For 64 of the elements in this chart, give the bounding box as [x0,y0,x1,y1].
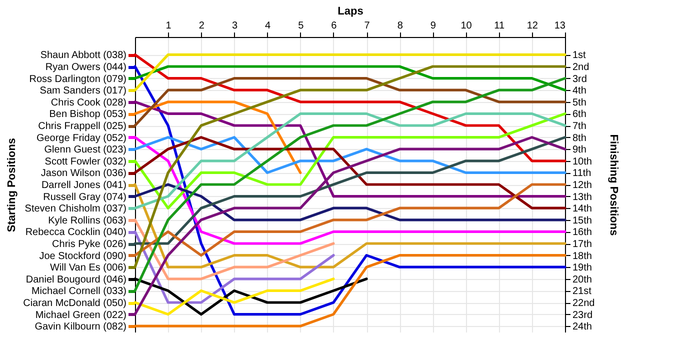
legend-label: Darrell Jones (041) [41,180,126,191]
x-tick-label: 9 [430,20,436,32]
x-tick-label: 3 [232,20,238,32]
x-tick-label: 2 [198,20,205,32]
legend-label: Glenn Guest (023) [44,144,126,156]
y2-tick-label: 10th [572,156,592,168]
y2-tick-label: 6th [572,109,586,120]
y2-tick-label: 24th [572,322,592,333]
y2-tick-label: 13th [572,192,592,203]
y2-tick-label: 16th [572,227,592,238]
x-tick-label: 12 [526,20,538,32]
y2-tick-label: 15th [572,215,592,226]
legend-label: Ciaran McDonald (050) [23,298,126,309]
legend-label: Chris Frappell (025) [38,121,126,132]
x-tick-label: 7 [364,20,370,32]
legend-label: Chris Cook (028) [50,97,126,108]
x-tick-label: 8 [397,20,404,32]
y2-tick-label: 22nd [572,298,595,309]
y2-tick-label: 21st [572,286,592,298]
y2-tick-label: 12th [572,180,592,191]
legend-title: Starting Positions [6,138,18,232]
x-tick-label: 11 [494,20,505,32]
legend-label: Sam Sanders (017) [40,86,126,97]
legend-label: George Friday (052) [36,132,126,144]
y2-tick-label: 1st [572,50,586,62]
legend-label: Michael Cornell (033) [31,286,126,298]
legend-label: Jason Wilson (036) [40,168,126,180]
y2-tick-label: 14th [572,204,592,215]
y2-axis-title: Finishing Positions [608,134,620,236]
y2-tick-label: 18th [572,250,592,262]
y2-tick-label: 7th [572,121,586,132]
legend-label: Kyle Rollins (063) [48,215,126,226]
y2-tick-label: 8th [572,132,586,144]
legend-label: Will Van Es (006) [50,262,126,274]
legend-label: Rebecca Cocklin (040) [25,227,126,238]
x-axis-title: Laps [338,6,364,18]
legend-label: Shaun Abbott (038) [40,50,126,62]
x-tick-label: 4 [265,20,272,32]
y2-tick-label: 5th [572,97,586,108]
x-tick-label: 5 [298,20,304,32]
y2-tick-label: 20th [572,274,592,286]
legend-label: Ross Darlington (079) [29,74,126,85]
legend-label: Gavin Kilbourn (082) [34,322,126,333]
y2-tick-label: 3rd [572,74,587,85]
legend-label: Russell Gray (074) [43,192,126,203]
y2-tick-label: 17th [572,239,592,250]
legend-label: Ryan Owers (044) [45,62,126,73]
legend-label: Steven Chisholm (037) [24,204,126,215]
y2-tick-label: 4th [572,86,586,97]
x-tick-label: 6 [331,20,338,32]
y2-tick-label: 11th [572,168,592,180]
legend-label: Daniel Bougourd (046) [26,274,126,286]
x-tick-label: 13 [554,20,566,32]
legend-label: Ben Bishop (053) [49,109,126,120]
legend-label: Scott Fowler (032) [44,156,126,168]
y2-tick-label: 19th [572,262,592,274]
legend-label: Chris Pyke (026) [52,239,126,250]
legend-label: Michael Green (022) [35,310,126,321]
legend-label: Joe Stockford (090) [39,250,126,262]
x-tick-label: 1 [166,20,172,32]
y2-tick-label: 2nd [572,62,590,73]
y2-tick-label: 23rd [572,310,593,321]
x-tick-label: 10 [460,20,472,32]
y2-tick-label: 9th [572,144,586,156]
